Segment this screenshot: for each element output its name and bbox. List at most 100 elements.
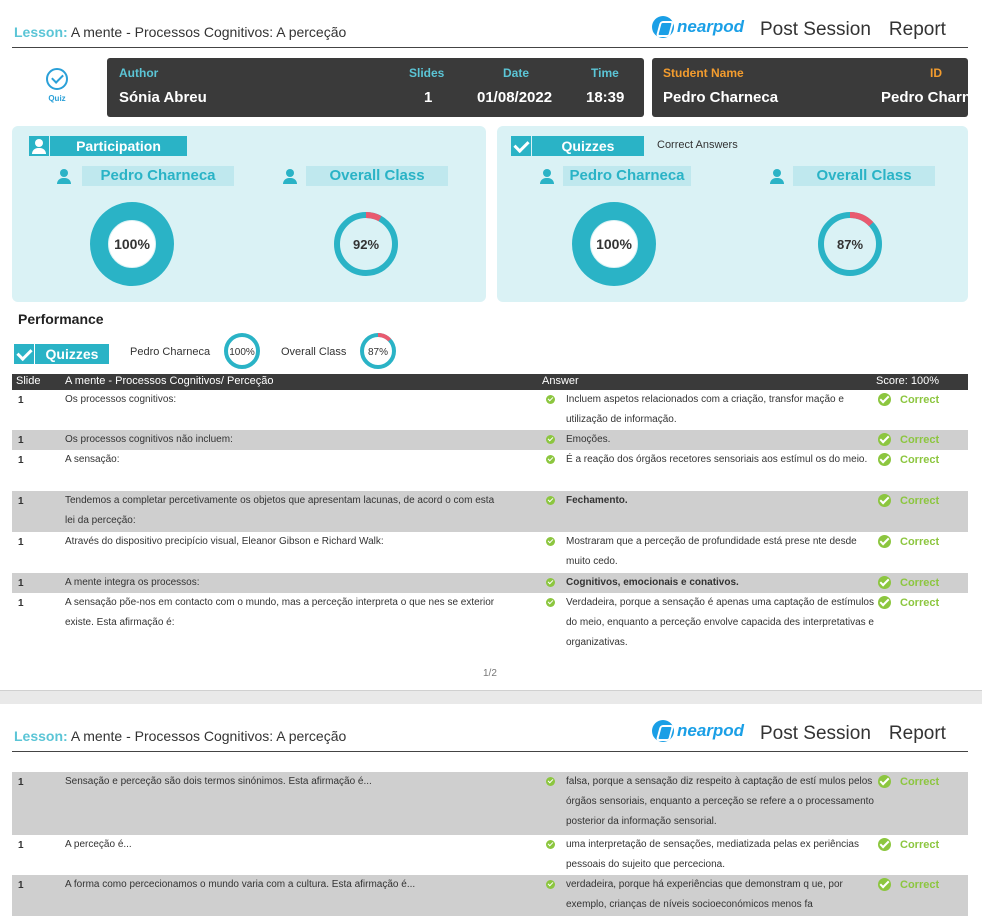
participation-panel: Participation Pedro Charneca Overall Cla…	[12, 126, 486, 302]
row-slide: 1	[18, 435, 24, 446]
answer-check-icon	[546, 880, 555, 889]
person-icon	[29, 136, 49, 156]
id-header: ID	[930, 66, 942, 80]
donut-ring	[572, 202, 656, 286]
quizzes-panel: Quizzes Correct Answers Pedro Charneca O…	[497, 126, 968, 302]
report-title: Post Session Report	[760, 723, 946, 745]
student-name-value: Pedro Charneca	[663, 89, 779, 106]
row-question: A perceção é...	[65, 839, 132, 850]
answer-check-icon	[546, 537, 555, 546]
report-title-part1: Post Session	[760, 19, 871, 40]
quizzes-student-label: Pedro Charneca	[563, 166, 691, 186]
correct-check-icon	[878, 453, 891, 466]
performance-student-donut: 100%	[224, 333, 260, 369]
report-title-part1: Post Session	[760, 723, 871, 744]
table-row: 1 A sensação: É a reação dos órgãos receto…	[12, 450, 968, 491]
time-header: Time	[591, 66, 619, 80]
row-result: Correct	[900, 839, 940, 851]
author-header: Author	[119, 66, 159, 80]
row-slide: 1	[18, 537, 24, 548]
row-question: A forma como percecionamos o mundo varia…	[65, 879, 416, 890]
row-result: Correct	[900, 434, 940, 446]
correct-check-icon	[878, 838, 891, 851]
correct-check-icon	[878, 775, 891, 788]
report-page-2: Lesson: A mente - Processos Cognitivos: …	[0, 704, 982, 916]
report-page-1: Lesson: A mente - Processos Cognitivos: …	[0, 0, 982, 690]
page-separator	[0, 690, 982, 704]
date-header: Date	[503, 66, 530, 80]
answer-check-icon	[546, 496, 555, 505]
correct-answers-label: Correct Answers	[657, 139, 738, 151]
performance-student-label: Pedro Charneca	[130, 346, 211, 358]
participation-class-donut: 92%	[334, 212, 398, 276]
donut-value: 100%	[229, 347, 255, 358]
answer-check-icon	[546, 455, 555, 464]
donut-miss-arc	[818, 212, 882, 276]
row-slide: 1	[18, 496, 24, 507]
quiz-check-icon	[46, 68, 68, 90]
answer-check-icon	[546, 598, 555, 607]
time-value: 18:39	[586, 89, 625, 106]
student-name-header: Student Name	[663, 66, 744, 80]
row-question: A sensação:	[65, 454, 120, 465]
row-question: A mente integra os processos:	[65, 577, 200, 588]
quiz-label: Quiz	[48, 94, 66, 103]
correct-check-icon	[878, 596, 891, 609]
nearpod-logo-icon	[652, 720, 674, 742]
performance-title: Performance	[18, 311, 104, 327]
quiz-thumbnail: Quiz	[14, 60, 100, 116]
row-result: Correct	[900, 776, 940, 788]
row-slide: 1	[18, 840, 24, 851]
performance-class-donut: 87%	[360, 333, 396, 369]
row-answer: Incluem aspetos relacionados com a criaç…	[566, 394, 844, 425]
participation-title: Participation	[50, 136, 187, 156]
lesson-title: Lesson: A mente - Processos Cognitivos: …	[14, 728, 346, 744]
row-answer: falsa, porque a sensação diz respeito à …	[566, 776, 874, 827]
page-number: 1/2	[483, 668, 497, 679]
lesson-header: Lesson: A mente - Processos Cognitivos: …	[12, 0, 968, 48]
performance-class-label: Overall Class	[281, 346, 347, 358]
col-slide: Slide	[16, 375, 41, 387]
report-title-part2: Report	[888, 723, 946, 744]
row-slide: 1	[18, 880, 24, 891]
answer-check-icon	[546, 777, 555, 786]
nearpod-logo-text: nearpod	[677, 721, 745, 740]
date-value: 01/08/2022	[477, 89, 553, 106]
correct-check-icon	[878, 433, 891, 446]
lesson-label: Lesson:	[14, 728, 68, 744]
lesson-name: A mente - Processos Cognitivos: A perceç…	[70, 24, 347, 40]
row-slide: 1	[18, 777, 24, 788]
donut-value: 100%	[114, 236, 150, 252]
lesson-header: Lesson: A mente - Processos Cognitivos: …	[12, 704, 968, 752]
row-result: Correct	[900, 454, 940, 466]
answer-check-icon	[546, 578, 555, 587]
table-row: 1 Tendemos a completar percetivamente os …	[12, 491, 968, 532]
row-result: Correct	[900, 577, 940, 589]
row-answer: verdadeira, porque há experiências que d…	[566, 879, 843, 910]
row-result: Correct	[900, 597, 940, 609]
table-row: 1 A sensação põe-nos em contacto com o mu…	[12, 593, 968, 655]
row-question: Tendemos a completar percetivamente os o…	[65, 495, 495, 526]
donut-value: 100%	[596, 236, 632, 252]
correct-check-icon	[878, 393, 891, 406]
row-answer: Mostraram que a perceção de profundidade…	[566, 536, 857, 567]
row-result: Correct	[900, 879, 940, 891]
id-value: Pedro Charneca	[881, 89, 968, 106]
participation-class-label: Overall Class	[306, 166, 448, 186]
nearpod-logo: nearpod	[652, 720, 744, 742]
table-row: 1 Através do dispositivo precipício visua…	[12, 532, 968, 573]
row-answer: Emoções.	[566, 434, 611, 445]
correct-check-icon	[878, 535, 891, 548]
lesson-title: Lesson: A mente - Processos Cognitivos: …	[14, 24, 346, 40]
donut-ring	[224, 333, 260, 369]
quizzes-class-donut: 87%	[818, 212, 882, 276]
row-result: Correct	[900, 394, 940, 406]
donut-hole	[109, 221, 155, 267]
participation-student-label: Pedro Charneca	[82, 166, 234, 186]
slides-header: Slides	[409, 66, 445, 80]
table-row: 1 A perceção é... uma interpretação de sen…	[12, 835, 968, 875]
table-row: 1 A mente integra os processos: Cognitivos…	[12, 573, 968, 593]
donut-value: 87%	[368, 347, 388, 358]
col-question: A mente - Processos Cognitivos/ Perceção	[65, 375, 274, 387]
row-answer: Verdadeira, porque a sensação é apenas u…	[566, 597, 874, 648]
